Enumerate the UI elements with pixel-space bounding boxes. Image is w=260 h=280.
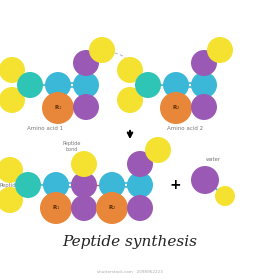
- Circle shape: [43, 172, 69, 198]
- Text: R$_2$: R$_2$: [108, 204, 116, 213]
- Text: Amino acid 2: Amino acid 2: [167, 126, 203, 131]
- Circle shape: [191, 166, 219, 194]
- Circle shape: [40, 192, 72, 224]
- Circle shape: [135, 72, 161, 98]
- Circle shape: [0, 157, 23, 183]
- Text: water: water: [205, 157, 220, 162]
- Circle shape: [117, 57, 143, 83]
- Circle shape: [117, 87, 143, 113]
- Circle shape: [145, 137, 171, 163]
- Circle shape: [207, 37, 233, 63]
- Circle shape: [99, 172, 125, 198]
- Text: R$_1$: R$_1$: [52, 204, 60, 213]
- Circle shape: [191, 94, 217, 120]
- Text: Peptide
bond: Peptide bond: [63, 141, 81, 152]
- Circle shape: [17, 72, 43, 98]
- Circle shape: [71, 151, 97, 177]
- Text: R$_1$: R$_1$: [54, 104, 62, 113]
- Text: Amino acid 1: Amino acid 1: [27, 126, 63, 131]
- Text: R$_2$: R$_2$: [172, 104, 180, 113]
- Circle shape: [73, 94, 99, 120]
- Text: Peptide: Peptide: [0, 183, 20, 188]
- Circle shape: [71, 172, 97, 198]
- Text: +: +: [169, 178, 181, 192]
- Circle shape: [42, 92, 74, 124]
- Circle shape: [96, 192, 128, 224]
- Circle shape: [15, 172, 41, 198]
- Circle shape: [71, 195, 97, 221]
- Circle shape: [127, 151, 153, 177]
- Text: Peptide synthesis: Peptide synthesis: [62, 235, 198, 249]
- Circle shape: [0, 87, 25, 113]
- Circle shape: [0, 57, 25, 83]
- Circle shape: [45, 72, 71, 98]
- Text: shutterstock.com · 2098962223: shutterstock.com · 2098962223: [97, 270, 163, 274]
- Circle shape: [191, 50, 217, 76]
- Circle shape: [73, 50, 99, 76]
- Circle shape: [127, 195, 153, 221]
- Circle shape: [73, 72, 99, 98]
- Circle shape: [160, 92, 192, 124]
- Circle shape: [0, 187, 23, 213]
- Circle shape: [127, 172, 153, 198]
- Circle shape: [191, 72, 217, 98]
- Circle shape: [89, 37, 115, 63]
- Circle shape: [163, 72, 189, 98]
- Circle shape: [215, 186, 235, 206]
